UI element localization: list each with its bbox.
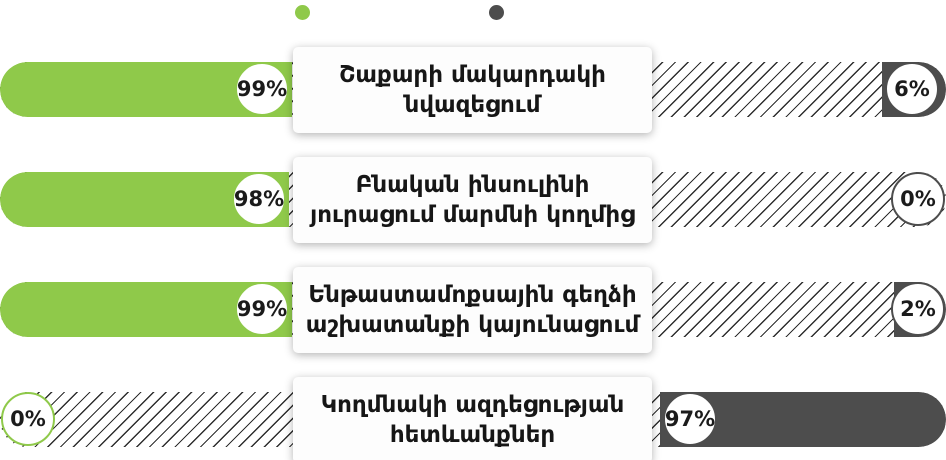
row-label-box: Շաքարի մակարդակի նվազեցում [293,47,652,133]
row-label-line-2: աշխատանքի կայունացում [305,312,640,338]
left-value-badge: 98% [232,172,286,226]
right-value-label: 6% [894,77,930,101]
left-value-label: 99% [236,297,288,321]
row-label-line-1: Շաքարի մակարդակի [339,62,606,88]
left-value-badge: 99% [235,282,289,336]
left-value-badge: 0% [1,392,55,446]
right-value-label: 0% [900,187,936,211]
right-value-badge: 97% [663,392,717,446]
right-value-badge: 0% [891,172,945,226]
left-value-badge: 99% [235,62,289,116]
row-label-box: Բնական ինսուլինի յուրացում մարմնի կողմից [293,157,652,243]
right-value-badge: 2% [891,282,945,336]
row-label-line-1: Կողմնակի ազդեցության [320,392,625,418]
legend-right-dot-icon [489,5,504,20]
row-label-line-1: Բնական ինսուլինի [355,172,590,198]
row-label-line-2: յուրացում մարմնի կողմից [310,202,635,228]
row-label-box: Ենթաստամոքսային գեղձի աշխատանքի կայունաց… [293,267,652,353]
chart-row: 98% 0% Բնական ինսուլինի յուրացում մարմնի… [0,145,946,255]
chart-row: 99% 6% Շաքարի մակարդակի նվազեցում [0,35,946,145]
chart-row: 0% 97% Կողմնակի ազդեցության հետևանքներ [0,365,946,460]
row-label-box: Կողմնակի ազդեցության հետևանքներ [293,377,652,460]
legend [0,0,946,30]
left-value-label: 98% [233,187,285,211]
left-value-label: 99% [236,77,288,101]
right-value-label: 97% [664,407,716,431]
right-value-label: 2% [900,297,936,321]
row-label-line-2: նվազեցում [404,92,541,118]
chart-row: 99% 2% Ենթաստամոքսային գեղձի աշխատանքի կ… [0,255,946,365]
row-label-line-2: հետևանքներ [389,422,556,448]
row-label-line-1: Ենթաստամոքսային գեղձի [308,282,637,308]
legend-left-dot-icon [295,5,310,20]
right-value-badge: 6% [885,62,939,116]
left-value-label: 0% [10,407,46,431]
